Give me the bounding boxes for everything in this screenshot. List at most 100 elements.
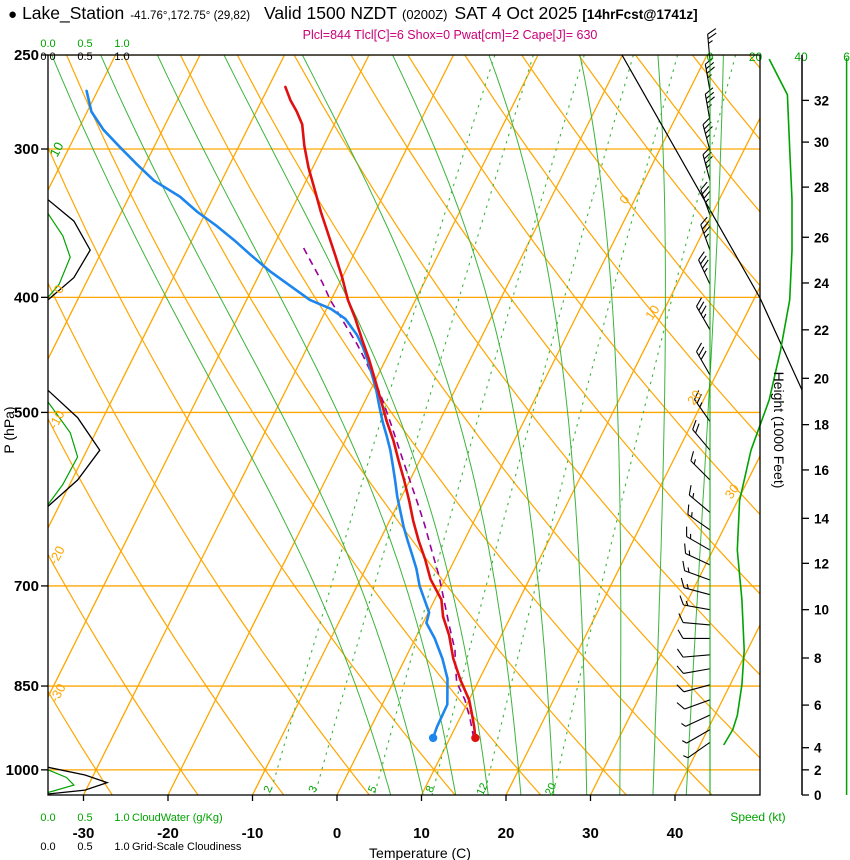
- mixing-ratio-line: [483, 55, 679, 795]
- temperature-tick-label: 0: [333, 825, 341, 842]
- temperature-axis-title: Temperature (C): [369, 845, 471, 860]
- wind-barb-staff: [683, 622, 711, 626]
- wind-barb-feather: [687, 504, 690, 515]
- dry-adiabat-label: -20: [46, 543, 68, 567]
- isotherm-line: [82, 55, 455, 795]
- dry-adiabat-line: [350, 55, 760, 595]
- wind-barb-feather: [700, 305, 707, 315]
- speed-tick-label: 6: [843, 50, 850, 64]
- wind-barb-half-feather: [685, 600, 689, 606]
- wind-barb: [676, 699, 711, 710]
- wind-barb: [679, 595, 711, 611]
- wind-barb-half-feather: [693, 459, 696, 465]
- wind-barb: [682, 729, 711, 744]
- wind-barb-feather: [696, 393, 702, 404]
- wind-barb-half-feather: [702, 313, 707, 319]
- grid-layer: [48, 55, 760, 795]
- wind-barb-half-feather: [681, 723, 686, 727]
- wind-barb-feather: [695, 423, 700, 434]
- station-coordinates: -41.76°,172.75° (29,82): [130, 10, 251, 22]
- wind-barb-staff: [683, 684, 711, 693]
- wind-barb-feather: [700, 350, 707, 360]
- wind-barb-feather: [680, 577, 685, 588]
- isotherm-line: [420, 116, 760, 795]
- dry-adiabat-line: [293, 55, 760, 676]
- height-axis-title: Height (1000 Feet): [771, 372, 787, 489]
- isotherm-line: [336, 55, 708, 795]
- wind-barb-staff: [687, 741, 711, 759]
- wind-barb-half-feather: [705, 198, 710, 204]
- wind-barb-feather: [701, 221, 710, 230]
- cloudiness-scale-value: 0.5: [77, 841, 92, 853]
- wind-barb: [678, 613, 711, 626]
- forecast-hour: [14hrFcst@1741z]: [582, 7, 698, 22]
- plot-frame: [47, 54, 761, 796]
- wind-barb: [698, 251, 711, 285]
- mixing-ratio-label: 5: [366, 784, 379, 795]
- wind-barb: [696, 342, 711, 376]
- cloudiness-scale-value: 0.0: [40, 51, 55, 63]
- wind-barb: [690, 451, 711, 481]
- isotherm-line: [167, 55, 539, 795]
- wind-barb-feather: [678, 613, 684, 623]
- wind-barb-staff: [683, 654, 711, 658]
- height-tick-label: 20: [814, 371, 829, 386]
- dry-adiabat-line: [464, 55, 760, 438]
- wind-barb: [700, 216, 711, 251]
- cloudiness-curve: [48, 199, 91, 301]
- wind-barb-feather: [676, 665, 684, 674]
- cloudwater-curve: [48, 401, 79, 506]
- moist-adiabat-line: [685, 55, 724, 795]
- temperature-tick-label: -20: [157, 825, 179, 842]
- isotherm-line: [48, 55, 370, 699]
- dry-adiabat-line: [748, 55, 760, 70]
- height-tick-label: 8: [814, 651, 822, 666]
- mixing-ratio-label: 20: [543, 781, 559, 797]
- moist-adiabat-line: [488, 55, 588, 795]
- height-tick-label: 0: [814, 788, 822, 803]
- isotherm-line: [48, 55, 117, 192]
- wind-barb-feather: [702, 117, 711, 126]
- mixing-ratio-line: [552, 55, 737, 795]
- wind-barb: [700, 181, 711, 216]
- wind-barb-half-feather: [699, 402, 703, 408]
- wind-barb-feather: [696, 297, 702, 307]
- wind-barb-feather: [704, 87, 714, 95]
- dry-adiabat-line: [48, 281, 370, 795]
- isotherm-line: [589, 454, 760, 795]
- wind-barb: [694, 390, 711, 422]
- wind-barb-feather: [688, 485, 692, 496]
- pressure-tick-label: 400: [14, 289, 39, 306]
- dry-adiabat-line: [48, 690, 113, 795]
- isotherm-line: [505, 285, 760, 795]
- height-tick-label: 12: [814, 556, 829, 571]
- cloudiness-scale-value: 0.0: [40, 841, 55, 853]
- pressure-tick-label: 250: [14, 47, 39, 64]
- isotherm-label: 30: [722, 481, 743, 501]
- sounding-indices: Plcl=844 Tlcl[C]=6 Shox=0 Pwat[cm]=2 Cap…: [302, 28, 598, 42]
- speed-tick-label: 40: [794, 50, 808, 64]
- wind-barb-feather: [676, 648, 684, 658]
- station-name: Lake_Station: [22, 3, 125, 23]
- wind-barb: [686, 526, 711, 551]
- valid-zulu: (0200Z): [401, 7, 448, 22]
- wind-barb-half-feather: [705, 233, 710, 239]
- valid-date: SAT 4 Oct 2025: [454, 3, 578, 23]
- cloudwater-curve: [48, 769, 76, 794]
- dry-adiabat-line: [48, 145, 456, 795]
- wind-barb-half-feather: [686, 583, 689, 590]
- wind-barb-feather: [676, 702, 685, 710]
- height-tick-label: 16: [814, 463, 830, 478]
- wind-barb: [676, 648, 711, 658]
- wind-barb-feather: [692, 419, 697, 430]
- wind-barb-feather: [707, 32, 717, 40]
- dry-adiabat-line: [236, 55, 760, 759]
- dry-adiabat-line: [48, 417, 285, 795]
- cloudiness-curve: [48, 766, 110, 795]
- cloudiness-scale-value: 1.0: [114, 51, 129, 63]
- wind-barb-staff: [684, 699, 711, 710]
- wind-barb-staff: [683, 668, 711, 674]
- dry-adiabat-line: [122, 55, 627, 795]
- cloudwater-scale-value: 1.0: [114, 812, 129, 824]
